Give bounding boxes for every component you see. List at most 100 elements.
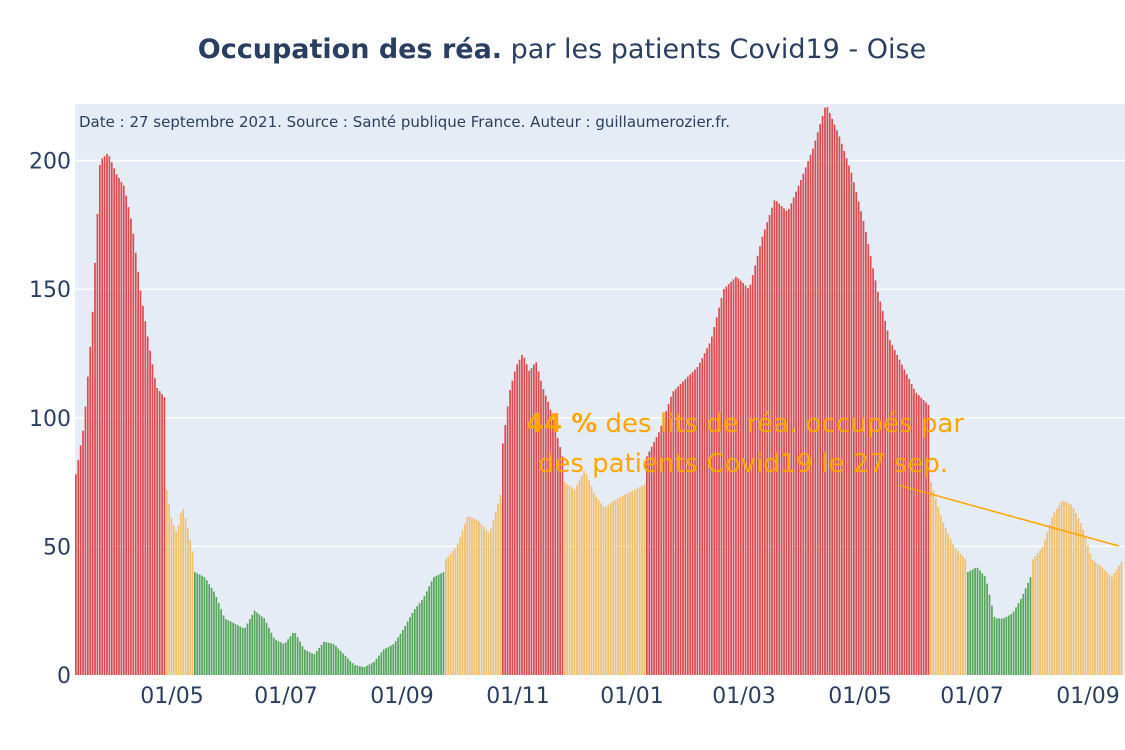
bar-high [142,305,144,675]
bar-medium [182,508,185,675]
bar-medium [619,497,622,675]
bar-high [896,354,899,675]
bar-medium [191,551,194,675]
bar-high [891,345,894,675]
x-tick-label: 01/03 [712,684,775,709]
bar-high [908,379,911,675]
bar-medium [1096,563,1099,675]
bar-medium [602,506,605,675]
bar-low [1019,599,1022,675]
bar-high [893,350,896,675]
bar-medium [590,486,593,675]
bar-high [98,165,101,675]
bar-medium [452,550,454,675]
bar-medium [1055,508,1058,675]
bar-low [335,646,337,675]
bar-medium [621,495,624,675]
bar-low [986,583,988,675]
y-tick-label: 0 [57,664,71,689]
bar-high [898,359,901,675]
annotation-text-1: des lits de réa. occupés par [597,409,964,439]
bar-low [327,642,330,675]
bar-high [773,200,776,676]
bar-medium [952,544,954,675]
y-axis-ticks: 0 50 100 150 200 [29,150,71,689]
bar-high [920,397,923,675]
bar-medium [944,528,947,675]
bar-high [723,288,725,675]
bar-high [130,218,132,675]
x-tick-label: 01/05 [828,684,891,709]
bar-high [110,162,113,675]
bar-medium [643,484,646,675]
source-note: Date : 27 septembre 2021. Source : Santé… [79,113,730,131]
bar-medium [1070,504,1073,675]
bar-high [525,364,528,675]
bar-low [370,663,373,675]
bar-high [816,132,819,675]
bar-high [819,124,822,676]
bar-low [246,623,249,675]
bar-low [323,641,325,675]
bar-medium [1051,517,1053,675]
bar-low [399,633,402,675]
bar-low [418,603,421,675]
bar-medium [947,533,950,675]
bar-low [440,573,442,675]
bar-high [922,400,925,675]
bar-medium [1115,569,1118,675]
bar-medium [1067,503,1070,675]
bar-low [222,615,225,675]
bar-medium [957,550,959,675]
bar-high [913,388,915,675]
bar-high [732,279,735,675]
bar-low [301,645,304,675]
bar-low [318,647,321,675]
bar-medium [1043,539,1046,675]
bar-high [809,154,812,675]
bar-high [780,205,783,676]
bar-medium [166,489,168,675]
bar-low [258,614,261,675]
bar-low [268,627,270,675]
bar-high [872,268,874,675]
bar-medium [1113,573,1116,675]
bar-medium [464,523,466,675]
bar-low [332,643,335,675]
bar-high [77,459,80,675]
bar-low [1010,614,1013,675]
bar-high [540,380,542,675]
bar-high [115,174,118,675]
bar-high [877,291,879,675]
bar-low [1015,607,1017,675]
bar-low [366,665,368,675]
bar-low [203,577,206,675]
bar-medium [571,487,573,675]
bar-high [744,285,747,675]
bar-high [797,185,800,675]
bar-low [201,575,203,675]
bar-high [544,395,547,675]
bar-low [194,572,196,675]
bar-high [917,395,920,675]
bar-low [260,616,263,675]
bar-low [993,616,996,675]
bar-high [869,256,872,675]
bar-low [433,577,435,675]
bar-medium [1048,524,1051,675]
bar-high [836,130,838,675]
bar-high [502,443,504,675]
bar-high [96,213,99,675]
bar-medium [1053,512,1056,675]
bar-high [905,374,908,675]
bar-high [118,177,120,675]
bar-high [698,362,701,675]
x-tick-label: 01/09 [370,684,433,709]
bar-low [387,646,390,675]
bar-high [915,392,918,675]
bar-high [886,330,889,675]
bar-medium [494,511,497,675]
bar-low [253,610,256,675]
bar-low [380,652,383,675]
